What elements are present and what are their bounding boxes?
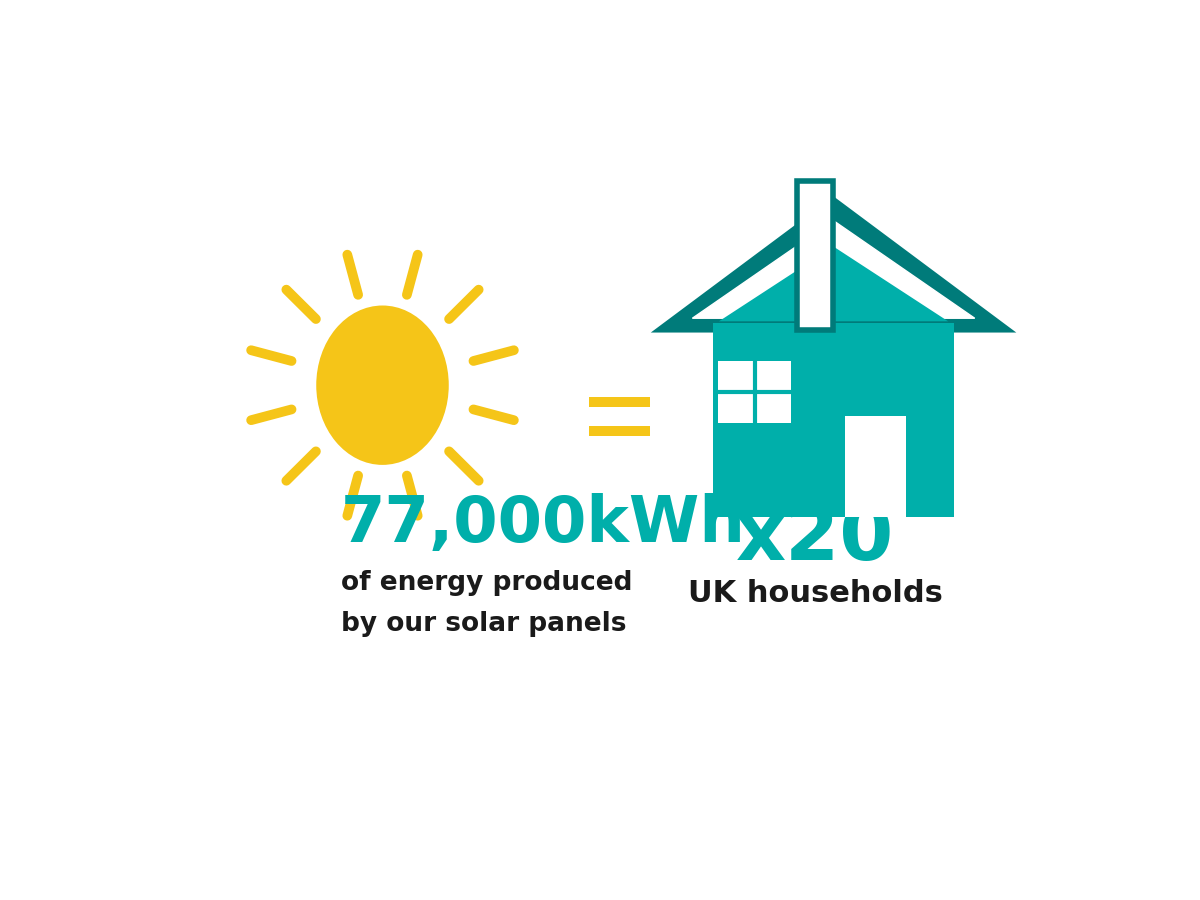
Bar: [589, 397, 650, 407]
Polygon shape: [719, 247, 948, 321]
Bar: [845, 417, 906, 517]
Text: by our solar panels: by our solar panels: [341, 611, 626, 637]
Text: x20: x20: [736, 500, 894, 576]
Text: UK households: UK households: [688, 579, 942, 608]
Bar: [719, 361, 791, 423]
Bar: [713, 323, 954, 517]
Polygon shape: [680, 209, 986, 323]
Bar: [713, 323, 954, 517]
Text: 77,000kWh: 77,000kWh: [341, 493, 745, 554]
Polygon shape: [692, 220, 974, 319]
Ellipse shape: [317, 305, 449, 465]
Text: of energy produced: of energy produced: [341, 570, 632, 596]
Bar: [589, 426, 650, 436]
Bar: [797, 181, 833, 329]
Bar: [797, 181, 833, 329]
